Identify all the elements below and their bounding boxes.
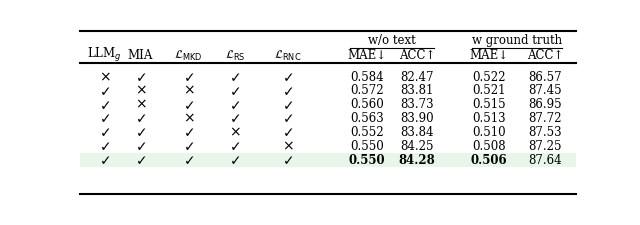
Text: $\times$: $\times$ xyxy=(134,84,147,98)
Text: 0.572: 0.572 xyxy=(350,84,383,97)
Text: $\checkmark$: $\checkmark$ xyxy=(183,70,194,84)
Text: 84.25: 84.25 xyxy=(401,140,434,153)
Text: $\checkmark$: $\checkmark$ xyxy=(229,112,241,126)
Text: $\checkmark$: $\checkmark$ xyxy=(135,139,146,153)
Text: 0.552: 0.552 xyxy=(350,126,383,139)
Text: $\checkmark$: $\checkmark$ xyxy=(135,153,146,167)
Text: MAE↓: MAE↓ xyxy=(470,49,509,62)
Text: 0.584: 0.584 xyxy=(350,71,383,83)
Text: 0.508: 0.508 xyxy=(472,140,506,153)
Text: $\checkmark$: $\checkmark$ xyxy=(282,126,293,140)
Text: $\checkmark$: $\checkmark$ xyxy=(229,98,241,112)
Text: $\checkmark$: $\checkmark$ xyxy=(183,139,194,153)
Text: $\times$: $\times$ xyxy=(99,70,111,84)
Text: 83.90: 83.90 xyxy=(400,112,434,125)
Text: MAE↓: MAE↓ xyxy=(347,49,387,62)
Text: $\checkmark$: $\checkmark$ xyxy=(229,84,241,98)
Text: 0.506: 0.506 xyxy=(471,154,508,167)
Text: $\checkmark$: $\checkmark$ xyxy=(135,70,146,84)
Text: w ground truth: w ground truth xyxy=(472,34,562,47)
Text: $\mathcal{L}_{\mathrm{RNC}}$: $\mathcal{L}_{\mathrm{RNC}}$ xyxy=(274,48,301,63)
FancyBboxPatch shape xyxy=(80,153,576,167)
Text: 0.560: 0.560 xyxy=(350,98,383,111)
Text: $\checkmark$: $\checkmark$ xyxy=(99,112,111,126)
Text: 82.47: 82.47 xyxy=(401,71,434,83)
Text: $\checkmark$: $\checkmark$ xyxy=(183,126,194,140)
Text: 83.73: 83.73 xyxy=(400,98,434,111)
Text: $\mathcal{L}_{\mathrm{RS}}$: $\mathcal{L}_{\mathrm{RS}}$ xyxy=(225,48,245,63)
Text: 83.84: 83.84 xyxy=(401,126,434,139)
Text: $\checkmark$: $\checkmark$ xyxy=(282,98,293,112)
Text: $\checkmark$: $\checkmark$ xyxy=(282,112,293,126)
Text: 87.72: 87.72 xyxy=(528,112,562,125)
Text: $\checkmark$: $\checkmark$ xyxy=(282,70,293,84)
Text: $\checkmark$: $\checkmark$ xyxy=(229,153,241,167)
Text: 87.45: 87.45 xyxy=(528,84,562,97)
Text: $\checkmark$: $\checkmark$ xyxy=(282,153,293,167)
Text: $\mathcal{L}_{\mathrm{MKD}}$: $\mathcal{L}_{\mathrm{MKD}}$ xyxy=(174,48,203,63)
Text: 87.25: 87.25 xyxy=(528,140,562,153)
Text: ACC↑: ACC↑ xyxy=(399,49,435,62)
Text: $\checkmark$: $\checkmark$ xyxy=(135,126,146,140)
Text: 0.550: 0.550 xyxy=(348,154,385,167)
Text: $\checkmark$: $\checkmark$ xyxy=(135,112,146,126)
Text: 0.515: 0.515 xyxy=(472,98,506,111)
Text: $\times$: $\times$ xyxy=(282,139,294,153)
Text: 0.522: 0.522 xyxy=(472,71,506,83)
Text: $\times$: $\times$ xyxy=(229,126,241,140)
Text: $\checkmark$: $\checkmark$ xyxy=(183,98,194,112)
Text: 86.95: 86.95 xyxy=(528,98,562,111)
Text: $\times$: $\times$ xyxy=(182,84,195,98)
Text: ACC↑: ACC↑ xyxy=(527,49,563,62)
Text: $\times$: $\times$ xyxy=(134,98,147,112)
Text: $\checkmark$: $\checkmark$ xyxy=(229,139,241,153)
Text: 86.57: 86.57 xyxy=(528,71,562,83)
Text: 0.513: 0.513 xyxy=(472,112,506,125)
Text: 83.81: 83.81 xyxy=(401,84,434,97)
Text: $\checkmark$: $\checkmark$ xyxy=(99,139,111,153)
Text: 0.521: 0.521 xyxy=(472,84,506,97)
Text: 87.64: 87.64 xyxy=(528,154,562,167)
Text: 0.563: 0.563 xyxy=(350,112,383,125)
Text: $\checkmark$: $\checkmark$ xyxy=(99,153,111,167)
Text: w/o text: w/o text xyxy=(368,34,416,47)
Text: 87.53: 87.53 xyxy=(528,126,562,139)
Text: 0.510: 0.510 xyxy=(472,126,506,139)
Text: MIA: MIA xyxy=(128,49,153,62)
Text: $\times$: $\times$ xyxy=(182,112,195,126)
Text: $\checkmark$: $\checkmark$ xyxy=(282,84,293,98)
Text: LLM$_g$: LLM$_g$ xyxy=(88,47,122,65)
Text: $\checkmark$: $\checkmark$ xyxy=(229,70,241,84)
Text: 0.550: 0.550 xyxy=(350,140,383,153)
Text: $\checkmark$: $\checkmark$ xyxy=(183,153,194,167)
Text: $\checkmark$: $\checkmark$ xyxy=(99,84,111,98)
Text: 84.28: 84.28 xyxy=(399,154,435,167)
Text: $\checkmark$: $\checkmark$ xyxy=(99,126,111,140)
Text: $\checkmark$: $\checkmark$ xyxy=(99,98,111,112)
